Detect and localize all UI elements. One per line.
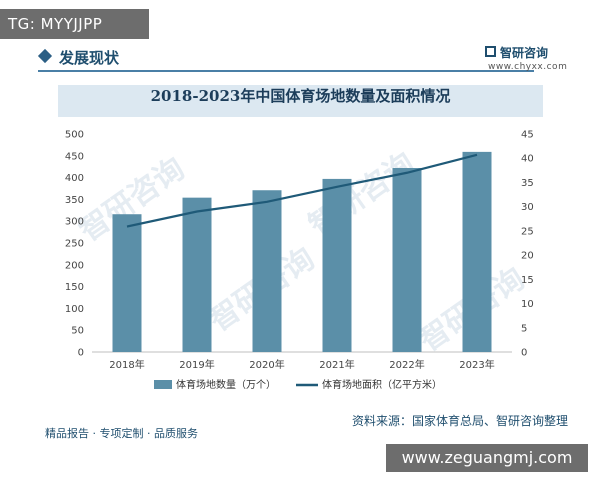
brand-name: 智研咨询 (500, 46, 549, 60)
chart-title-band (58, 85, 543, 117)
legend-bar-label: 体育场地数量（万个） (176, 378, 276, 391)
y-right-tick-label: 20 (521, 251, 534, 262)
x-tick-label: 2023年 (459, 358, 494, 371)
chart-title: 2018-2023年中国体育场地数量及面积情况 (150, 87, 451, 105)
y-left-tick-label: 50 (71, 326, 84, 337)
bar (112, 214, 142, 352)
bar (392, 168, 422, 352)
y-right-tick-label: 0 (521, 348, 527, 359)
y-left-tick-label: 200 (65, 260, 84, 271)
bar (252, 190, 282, 352)
brand-logo-icon (485, 46, 496, 57)
y-left-tick-label: 100 (65, 304, 84, 315)
x-tick-label: 2021年 (319, 358, 354, 371)
x-tick-label: 2019年 (179, 358, 214, 371)
y-right-tick-label: 40 (521, 154, 534, 165)
y-right-tick-label: 45 (521, 130, 534, 141)
y-left-tick-label: 250 (65, 239, 84, 250)
x-tick-label: 2022年 (389, 358, 424, 371)
brand-url: www.chyxx.com (488, 62, 568, 72)
y-left-tick-label: 150 (65, 282, 84, 293)
bar (182, 197, 212, 352)
website-badge: www.zeguangmj.com (386, 444, 588, 472)
y-left-tick-label: 300 (65, 217, 84, 228)
y-left-tick-label: 400 (65, 173, 84, 184)
y-left-tick-label: 500 (65, 130, 84, 141)
y-right-tick-label: 15 (521, 275, 534, 286)
header-divider (38, 70, 534, 72)
x-tick-label: 2020年 (249, 358, 284, 371)
y-left-tick-label: 0 (78, 348, 84, 359)
footer-note: 精品报告 · 专项定制 · 品质服务 (45, 427, 198, 440)
bar (462, 151, 492, 352)
section-heading: 发展现状 (59, 49, 120, 67)
y-left-tick-label: 450 (65, 151, 84, 162)
bar (322, 178, 352, 352)
legend-bar-swatch (154, 380, 172, 389)
y-right-tick-label: 25 (521, 226, 534, 237)
y-left-tick-label: 350 (65, 195, 84, 206)
y-right-tick-label: 30 (521, 202, 534, 213)
area-series-line (126, 153, 478, 228)
y-right-tick-label: 35 (521, 178, 534, 189)
x-tick-label: 2018年 (109, 358, 144, 371)
source-note: 资料来源：国家体育总局、智研咨询整理 (352, 414, 569, 428)
legend-line-label: 体育场地面积（亿平方米） (322, 378, 442, 391)
y-right-tick-label: 5 (521, 323, 527, 334)
y-right-tick-label: 10 (521, 299, 534, 310)
telegram-badge: TG: MYYJJPP (0, 9, 149, 39)
